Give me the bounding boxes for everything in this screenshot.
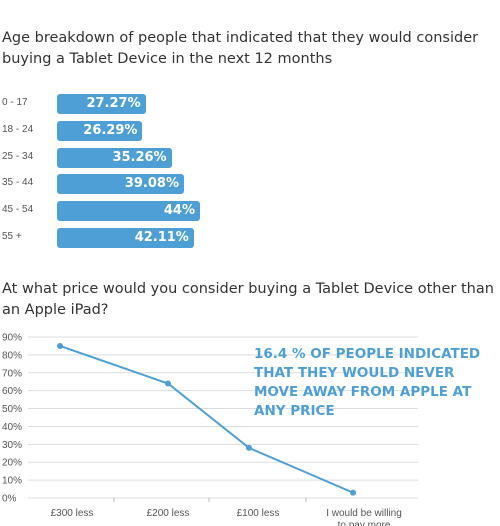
bar-value-label: 39.08% [124,176,179,192]
bar-row: 18 - 24 26.29% [0,120,500,141]
x-tick-label: £200 less [147,508,190,519]
y-tick-label: 10% [2,476,22,487]
age-bar: 44% [57,201,200,222]
x-tick-label: £100 less [237,508,280,519]
y-tick-label: 80% [2,350,22,361]
age-category-label: 45 - 54 [2,204,34,216]
age-category-label: 55 + [2,231,22,242]
y-tick-label: 90% [2,333,22,344]
data-point [350,489,356,496]
age-bar: 27.27% [57,94,146,114]
age-bar: 35.26% [57,147,172,168]
apple-loyalty-annotation: 16.4 % OF PEOPLE INDICATED THAT THEY WOU… [254,346,481,419]
bar-chart-title: Age breakdown of people that indicated t… [2,30,479,67]
data-point [57,342,63,349]
y-tick-label: 40% [2,422,22,433]
y-tick-label: 0% [2,494,17,505]
age-category-label: 18 - 24 [2,123,34,135]
y-tick-label: 50% [2,404,22,415]
x-tick-label: I would be willing to pay more [326,508,402,526]
age-category-label: 0 - 17 [2,97,28,108]
bar-row: 55 + 42.11% [0,228,500,248]
bar-row: 25 - 34 35.26% [0,147,500,168]
bar-value-label: 26.29% [83,122,138,138]
age-category-label: 35 - 44 [2,177,34,189]
x-tick-label: £300 less [51,508,94,519]
y-tick-label: 30% [2,440,22,451]
bar-row: 0 - 17 27.27% [0,94,500,114]
bar-value-label: 27.27% [86,96,141,111]
age-bar: 26.29% [57,120,143,141]
age-category-label: 25 - 34 [2,150,34,162]
data-point [246,444,252,451]
y-tick-label: 70% [2,368,22,379]
age-bar: 42.11% [57,228,194,248]
series-line [59,344,354,494]
bar-value-label: 35.26% [112,149,167,165]
bar-row: 35 - 44 39.08% [0,174,500,195]
bar-value-label: 44% [163,203,195,219]
bar-value-label: 42.11% [134,230,189,245]
bar-row: 45 - 54 44% [0,201,500,222]
price-line-chart: 0% 10% 20% 30% 40% 50% 60% 70% 80% 90% £300 less £2… [2,333,418,526]
age-bar: 39.08% [57,174,184,195]
y-tick-label: 60% [2,386,22,397]
y-tick-label: 20% [2,458,22,469]
line-chart-title: At what price would you consider buying … [2,281,494,318]
data-point [165,380,171,387]
